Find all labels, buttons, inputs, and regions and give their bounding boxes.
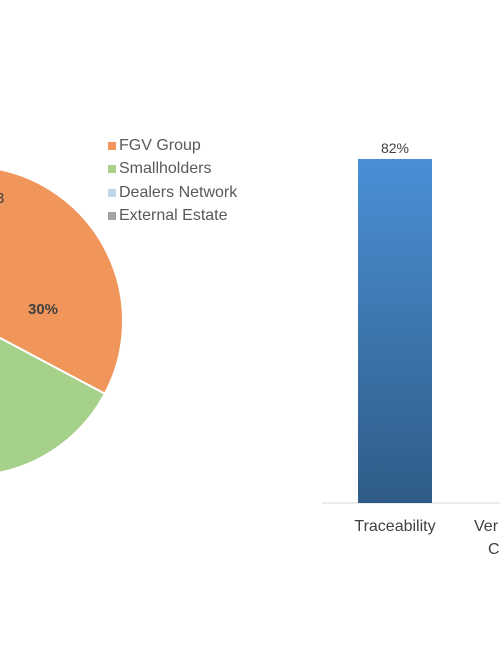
legend-label-external-estate: External Estate: [119, 207, 228, 225]
pie-data-label-external-estate: 3: [0, 190, 4, 207]
legend-swatch-smallholders: [108, 165, 116, 174]
legend-label-fgv-group: FGV Group: [119, 136, 201, 154]
legend-item-smallholders: Smallholders: [108, 158, 237, 182]
legend-swatch-dealers-network: [108, 188, 116, 197]
x-tick-label-ver-line2: C: [488, 541, 500, 558]
pie-legend: FGV Group Smallholders Dealers Network E…: [108, 134, 237, 228]
legend-item-dealers-network: Dealers Network: [108, 181, 237, 205]
pie-chart: 30% 3: [0, 168, 124, 474]
bar-data-label-traceability: 82%: [381, 140, 409, 156]
legend-item-fgv-group: FGV Group: [108, 134, 237, 158]
legend-swatch-fgv-group: [108, 141, 116, 150]
pie-data-label-fgv-group: 30%: [28, 301, 58, 318]
bar-traceability: [358, 159, 432, 503]
pie-slice-fgv-group: [0, 168, 124, 396]
legend-item-external-estate: External Estate: [108, 205, 237, 229]
legend-label-smallholders: Smallholders: [119, 160, 212, 178]
x-tick-label-traceability: Traceability: [354, 518, 435, 535]
legend-label-dealers-network: Dealers Network: [119, 183, 238, 201]
x-tick-label-ver: Ver: [474, 518, 499, 535]
pie-slice-smallholders: [0, 336, 107, 474]
legend-swatch-external-estate: [108, 212, 116, 221]
bar-chart: 82% Traceability Ver C: [322, 140, 500, 558]
